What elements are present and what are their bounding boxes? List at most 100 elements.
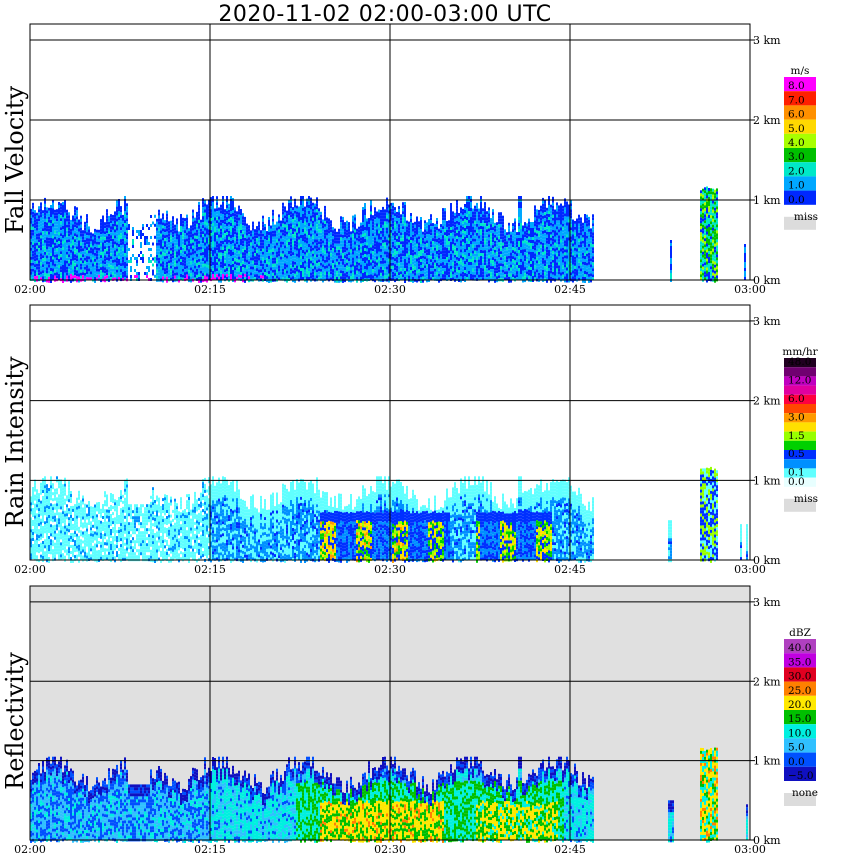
colorbar-swatch xyxy=(784,450,816,460)
colorbar-label: 2.0 xyxy=(788,165,805,177)
colorbar-swatch xyxy=(784,148,816,163)
colorbar-swatch xyxy=(784,119,816,134)
x-tick-label: 02:30 xyxy=(374,563,406,576)
colorbar-swatch xyxy=(784,681,816,696)
colorbar-label: 40.0 xyxy=(788,642,811,654)
colorbar-swatch xyxy=(784,440,816,450)
colorbar-swatch xyxy=(784,468,816,478)
y-tick-label: 1 km xyxy=(753,474,781,487)
y-tick-label: 1 km xyxy=(753,194,781,207)
colorbar-swatch xyxy=(784,176,816,191)
colorbar-label: 4.0 xyxy=(788,137,805,149)
colorbar-swatch xyxy=(784,394,816,404)
colorbar-missing-label: miss xyxy=(794,211,818,223)
x-tick-label: 02:15 xyxy=(194,563,226,576)
colorbar-swatch xyxy=(784,385,816,395)
colorbar-swatch xyxy=(784,695,816,710)
colorbar-swatch xyxy=(784,738,816,753)
colorbar-label: 15.0 xyxy=(788,713,811,725)
x-tick-label: 02:30 xyxy=(374,843,406,856)
colorbar-swatch xyxy=(784,477,816,487)
colorbar-swatch xyxy=(784,459,816,469)
chart-title: 2020-11-02 02:00-03:00 UTC xyxy=(218,2,552,27)
colorbar-missing-swatch xyxy=(784,793,816,806)
x-tick-label: 02:00 xyxy=(14,283,46,296)
colorbar-missing-label: miss xyxy=(794,493,818,505)
colorbar-missing-label: none xyxy=(792,787,818,799)
colorbar-label: 0.5 xyxy=(788,448,805,460)
colorbar-swatch xyxy=(784,413,816,423)
colorbar-swatch xyxy=(784,105,816,120)
x-tick-label: 03:00 xyxy=(734,843,766,856)
colorbar-swatch xyxy=(784,710,816,725)
x-tick-label: 02:45 xyxy=(554,563,586,576)
colorbar-unit: m/s xyxy=(791,65,810,77)
colorbar-swatch xyxy=(784,190,816,205)
y-tick-label: 0 km xyxy=(753,834,781,847)
colorbar-swatch xyxy=(784,133,816,148)
echo-cells-1 xyxy=(30,466,748,563)
colorbar-swatch xyxy=(784,752,816,767)
x-tick-label: 02:00 xyxy=(14,843,46,856)
x-tick-label: 03:00 xyxy=(734,563,766,576)
colorbar-label: 6.0 xyxy=(788,393,805,405)
colorbar-label: 48.0 xyxy=(788,356,811,368)
x-tick-label: 02:15 xyxy=(194,283,226,296)
colorbar-swatch xyxy=(784,766,816,781)
y-tick-label: 3 km xyxy=(753,596,781,609)
colorbar-label: 0.0 xyxy=(788,476,805,488)
x-tick-label: 02:30 xyxy=(374,283,406,296)
colorbar-label: 7.0 xyxy=(788,94,805,106)
colorbar-label: 10.0 xyxy=(788,727,811,739)
colorbar-label: 3.0 xyxy=(788,151,805,163)
colorbar-swatch xyxy=(784,667,816,682)
colorbar-label: 20.0 xyxy=(788,699,811,711)
colorbar-swatch xyxy=(784,431,816,441)
x-tick-label: 02:45 xyxy=(554,283,586,296)
colorbar-swatch xyxy=(784,91,816,106)
colorbar-swatch xyxy=(784,404,816,414)
panel-frame xyxy=(29,304,751,561)
colorbar-label: 6.0 xyxy=(788,109,805,121)
colorbar-swatch xyxy=(784,376,816,386)
y-tick-label: 2 km xyxy=(753,675,781,688)
colorbar-swatch xyxy=(784,367,816,377)
x-tick-label: 02:15 xyxy=(194,843,226,856)
colorbar-label: 35.0 xyxy=(788,656,811,668)
colorbar-swatch xyxy=(784,162,816,177)
colorbar-swatch xyxy=(784,422,816,432)
colorbar-label: 25.0 xyxy=(788,685,811,697)
x-tick-label: 02:45 xyxy=(554,843,586,856)
colorbar-label: 8.0 xyxy=(788,80,805,92)
colorbar-missing-swatch xyxy=(784,498,816,512)
colorbar-label: 5.0 xyxy=(788,123,805,135)
colorbar-missing-swatch xyxy=(784,216,816,230)
x-tick-label: 02:00 xyxy=(14,563,46,576)
colorbar-label: −5.0 xyxy=(788,770,814,782)
colorbar-label: 30.0 xyxy=(788,671,811,683)
colorbar-label: 5.0 xyxy=(788,742,805,754)
y-tick-label: 2 km xyxy=(753,395,781,408)
y-tick-label: 3 km xyxy=(753,34,781,47)
colorbar-label: 0.0 xyxy=(788,756,805,768)
colorbar-label: 1.5 xyxy=(788,430,805,442)
y-tick-label: 1 km xyxy=(753,755,781,768)
echo-cells-2 xyxy=(30,747,748,843)
y-tick-label: 0 km xyxy=(753,554,781,567)
colorbar-swatch xyxy=(784,639,816,654)
y-tick-label: 3 km xyxy=(753,315,781,328)
colorbar-label: 12.0 xyxy=(788,375,811,387)
colorbar-label: 0.0 xyxy=(788,194,805,206)
colorbar-swatch xyxy=(784,358,816,368)
panel-frame xyxy=(29,585,751,841)
colorbar-label: 3.0 xyxy=(788,411,805,423)
colorbar-unit: dBZ xyxy=(789,627,811,639)
y-tick-label: 2 km xyxy=(753,114,781,127)
y-tick-label: 0 km xyxy=(753,274,781,287)
colorbar-swatch xyxy=(784,653,816,668)
colorbar-swatch xyxy=(784,724,816,739)
panel-frame xyxy=(29,23,751,281)
colorbar-label: 1.0 xyxy=(788,180,805,192)
x-tick-label: 03:00 xyxy=(734,283,766,296)
